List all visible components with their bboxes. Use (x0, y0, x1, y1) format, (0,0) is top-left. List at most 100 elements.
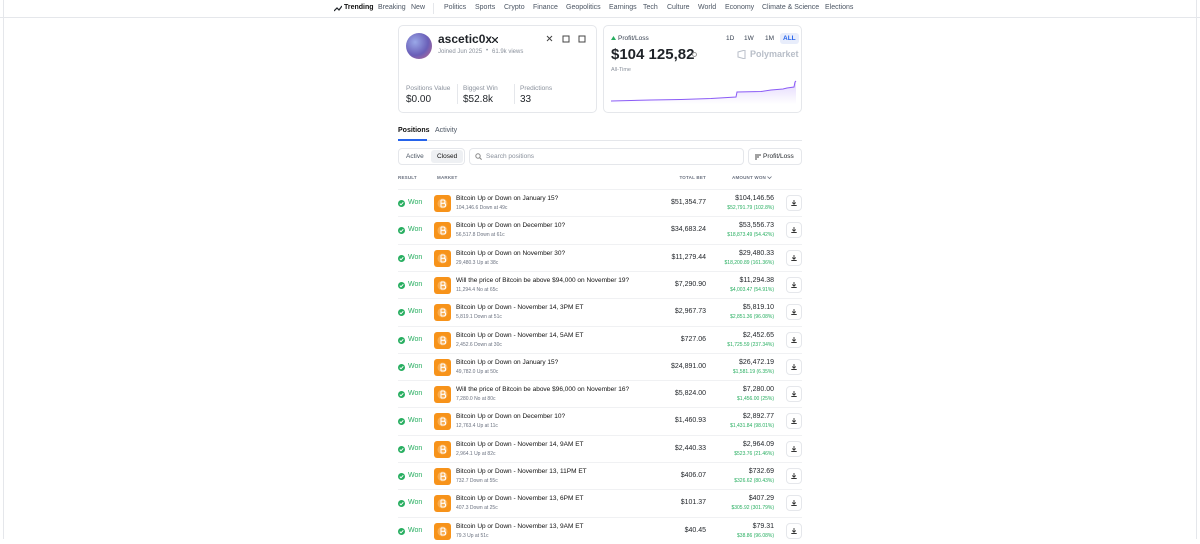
stat-label: Biggest Win (463, 85, 498, 92)
result: Won (408, 526, 423, 534)
download-button[interactable] (786, 440, 802, 457)
won-icon (398, 445, 405, 453)
avatar (406, 33, 432, 59)
position-row: Won Bitcoin Up or Down - November 14, 9AM… (398, 434, 802, 462)
market-title[interactable]: Will the price of Bitcoin be above $94,0… (456, 276, 630, 284)
result: Won (408, 199, 423, 206)
won-icon (398, 363, 405, 371)
download-button[interactable] (786, 249, 802, 266)
download-button[interactable] (786, 304, 802, 321)
total-bet: $11,279.44 (671, 253, 706, 261)
download-icon (791, 227, 797, 234)
market-title[interactable]: Bitcoin Up or Down - November 14, 9AM ET (456, 440, 584, 448)
table-header: RESULT (398, 175, 417, 180)
filter-button[interactable]: Closed (431, 150, 464, 163)
market-detail: 104,146.6 Down at 49c (456, 205, 508, 211)
nav-item[interactable]: Breaking (378, 4, 406, 11)
market-icon (434, 413, 451, 431)
download-button[interactable] (786, 522, 802, 539)
market-title[interactable]: Bitcoin Up or Down - November 14, 5AM ET (456, 331, 584, 339)
pnl-card: Profit/Loss $104 125,82 Polymarket All-T… (603, 25, 802, 113)
result: Won (408, 335, 423, 343)
market-title[interactable]: Bitcoin Up or Down on November 30? (456, 249, 566, 257)
market-detail: 2,452.6 Down at 30c (456, 341, 502, 348)
nav-item[interactable]: New (411, 4, 426, 11)
pnl-change: $1,456.00 (25%) (737, 396, 774, 403)
market-icon (434, 195, 451, 212)
download-icon (791, 254, 797, 261)
tab-underline (398, 139, 427, 141)
market-title[interactable]: Bitcoin Up or Down on December 10? (456, 413, 566, 421)
nav-item[interactable]: Climate & Science (762, 4, 820, 11)
pnl-value: $104 125,82 (611, 46, 695, 63)
page-frame (3, 0, 1197, 539)
download-button[interactable] (786, 358, 802, 375)
download-button[interactable] (786, 468, 802, 484)
up-arrow (611, 36, 616, 40)
amount-won: $11,294.38 (739, 276, 774, 284)
download-button[interactable] (786, 386, 802, 403)
pnl-label: Profit/Loss (618, 35, 649, 42)
download-icon (791, 445, 797, 452)
nav-item[interactable]: Elections (825, 4, 854, 11)
download-button[interactable] (786, 413, 802, 430)
market-title[interactable]: Bitcoin Up or Down on January 15? (456, 195, 559, 202)
search-box[interactable]: Search positions (469, 148, 744, 165)
range-button[interactable]: 1M (765, 35, 775, 42)
nav-item[interactable]: World (698, 4, 717, 11)
market-title[interactable]: Bitcoin Up or Down - November 13, 6PM ET (456, 495, 584, 503)
total-bet: $34,683.24 (670, 226, 706, 234)
market-detail: 7,280.0 No at 80c (456, 396, 496, 403)
joined: Joined Jun 2025 (438, 49, 483, 55)
range-button[interactable]: 1W (744, 35, 754, 42)
market-title[interactable]: Bitcoin Up or Down - November 13, 9AM ET (456, 522, 584, 530)
market-detail: 29,480.3 Up at 38c (456, 259, 499, 266)
won-icon (398, 227, 405, 235)
nav-item[interactable]: Geopolitics (566, 4, 601, 11)
pnl-change: $38.86 (96.08%) (737, 532, 774, 539)
tab[interactable]: Activity (435, 127, 458, 134)
nav-item[interactable]: Earnings (609, 4, 637, 11)
won-icon (398, 473, 405, 480)
info-icon (692, 52, 697, 57)
download-button[interactable] (786, 331, 802, 348)
download-button[interactable] (786, 276, 802, 293)
views: 61.9k views (492, 49, 524, 55)
range-button[interactable]: ALL (780, 33, 799, 44)
tab[interactable]: Positions (398, 127, 430, 134)
nav-item[interactable]: Crypto (504, 4, 525, 11)
filter-button[interactable]: Active (406, 153, 424, 160)
x-icon[interactable] (492, 37, 498, 43)
won-icon (398, 418, 405, 426)
total-bet: $7,290.90 (674, 280, 706, 288)
nav-item[interactable]: Tech (643, 4, 658, 11)
position-row: Won Will the price of Bitcoin be above $9… (398, 270, 802, 298)
won-icon (398, 281, 405, 289)
download-button[interactable] (786, 495, 802, 512)
market-title[interactable]: Bitcoin Up or Down - November 13, 11PM E… (456, 468, 587, 475)
pnl-change: $18,873.49 (54.42%) (727, 232, 774, 239)
position-row: Won Bitcoin Up or Down - November 14, 3PM… (398, 298, 802, 325)
stat-value: 33 (520, 94, 532, 105)
market-detail: 2,964.1 Up at 82c (456, 450, 496, 457)
search-placeholder: Search positions (486, 152, 535, 160)
sort-button[interactable]: Profit/Loss (748, 148, 802, 165)
nav-item[interactable]: Politics (444, 4, 467, 11)
range-button[interactable]: 1D (726, 35, 735, 42)
profile-actions[interactable] (546, 35, 586, 43)
market-title[interactable]: Bitcoin Up or Down on January 15? (456, 358, 559, 366)
market-title[interactable]: Bitcoin Up or Down on December 10? (456, 222, 566, 230)
result: Won (408, 308, 423, 316)
nav-item[interactable]: Culture (667, 4, 690, 11)
nav-item[interactable]: Finance (533, 4, 558, 11)
won-icon (398, 200, 405, 207)
nav-item[interactable]: Economy (725, 4, 755, 11)
total-bet: $1,460.93 (674, 417, 706, 425)
market-title[interactable]: Will the price of Bitcoin be above $96,0… (456, 386, 630, 394)
nav-item[interactable]: Sports (475, 4, 496, 11)
download-button[interactable] (786, 222, 802, 239)
download-button[interactable] (786, 195, 802, 211)
market-title[interactable]: Bitcoin Up or Down - November 14, 3PM ET (456, 304, 584, 312)
nav-item[interactable]: Trending (344, 4, 374, 11)
